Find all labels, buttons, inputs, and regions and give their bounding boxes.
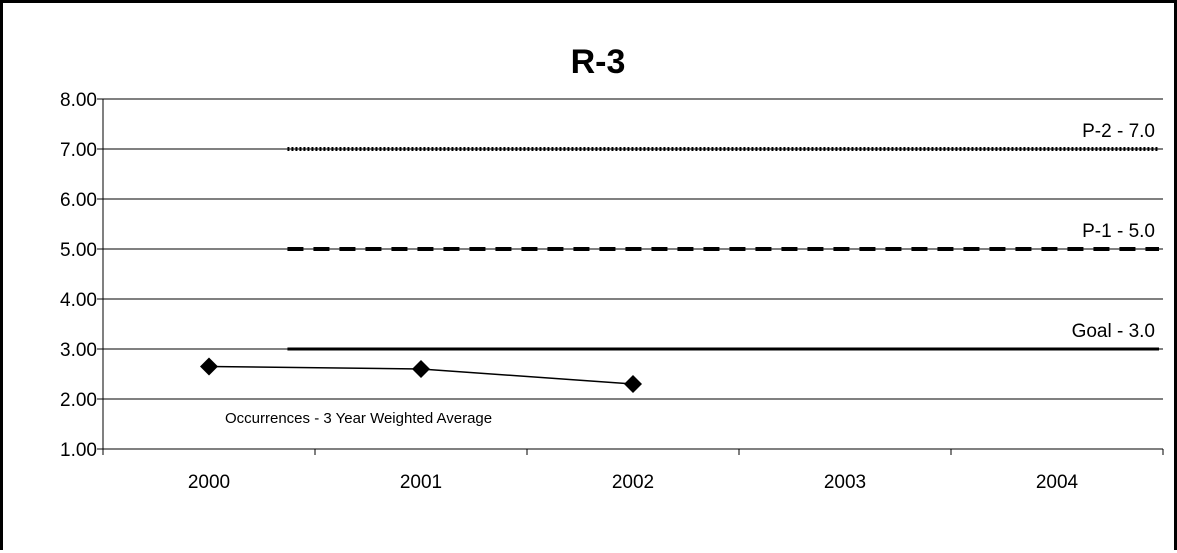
x-tick-label: 2002 [612, 472, 654, 493]
reference-line-label: Goal - 3.0 [1072, 321, 1155, 342]
y-tick-label: 7.00 [60, 140, 97, 161]
series-layer [200, 357, 642, 393]
reference-lines: P-2 - 7.0 P-1 - 5.0 Goal - 3.0 [287, 121, 1159, 351]
x-tick-label: 2004 [1036, 472, 1079, 493]
x-tick-label: 2001 [400, 472, 442, 493]
y-tick-label: 8.00 [60, 90, 97, 111]
x-tick-label: 2003 [824, 472, 866, 493]
reference-line-label: P-1 - 5.0 [1082, 221, 1155, 242]
data-point-marker [200, 357, 218, 376]
series-annotation: Occurrences - 3 Year Weighted Average [225, 410, 492, 427]
y-tick-label: 1.00 [60, 440, 97, 461]
y-tick-label: 4.00 [60, 290, 97, 311]
chart-canvas: R-3 1.00 2.00 3.00 4.00 5.00 6.00 7.00 8.00 2000… [60, 43, 1164, 493]
axes-layer: 1.00 2.00 3.00 4.00 5.00 6.00 7.00 8.00 2000 2001… [60, 90, 1164, 493]
y-tick-label: 6.00 [60, 190, 97, 211]
chart-title: R-3 [571, 43, 626, 81]
data-point-marker [624, 375, 642, 393]
x-tick-label: 2000 [188, 472, 230, 493]
y-tick-label: 2.00 [60, 390, 97, 411]
reference-line-label: P-2 - 7.0 [1082, 121, 1155, 142]
data-point-marker [412, 360, 430, 378]
y-tick-label: 3.00 [60, 340, 97, 361]
y-tick-label: 5.00 [60, 240, 97, 261]
